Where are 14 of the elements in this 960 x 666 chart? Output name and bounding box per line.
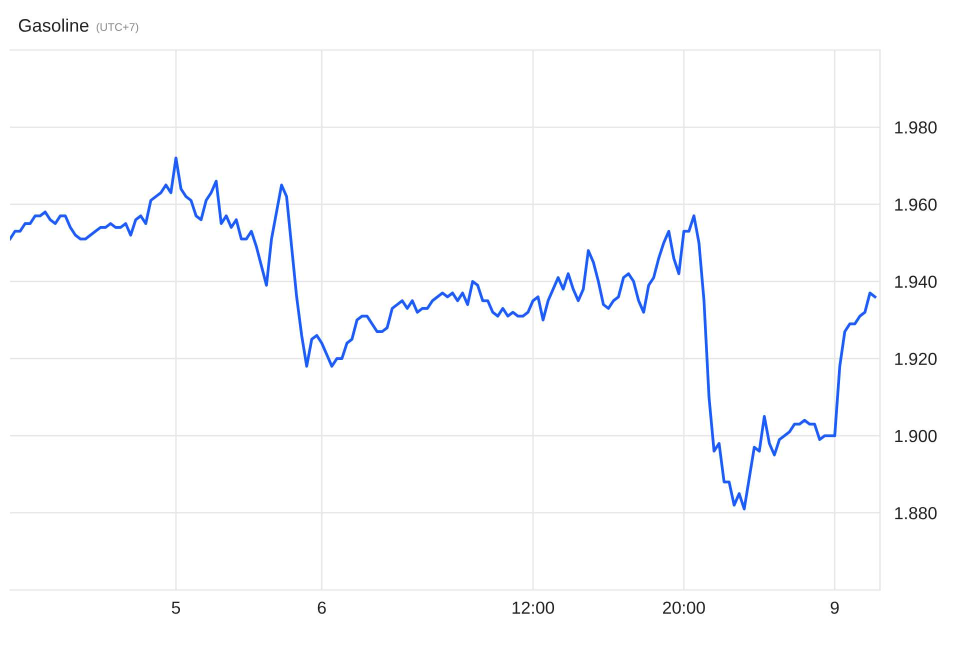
y-tick-label: 1.900 xyxy=(895,430,937,442)
y-tick-label: 1.940 xyxy=(895,276,937,288)
x-tick-label: 6 xyxy=(318,602,326,614)
x-tick-label: 5 xyxy=(172,602,180,614)
y-tick-label: 1.920 xyxy=(895,352,937,366)
line-series xyxy=(10,156,876,510)
x-tick-label: 12:00 xyxy=(512,602,554,614)
y-tick-label: 1.960 xyxy=(895,198,937,211)
x-tick-label: 9 xyxy=(830,602,839,614)
y-tick-label: 1.980 xyxy=(895,121,937,134)
chart-title: Gasoline xyxy=(18,18,88,32)
y-tick-label: 1.880 xyxy=(895,507,937,520)
chart-subtitle: (UTC+7) xyxy=(96,22,138,34)
x-tick-label: 20:00 xyxy=(663,602,705,614)
